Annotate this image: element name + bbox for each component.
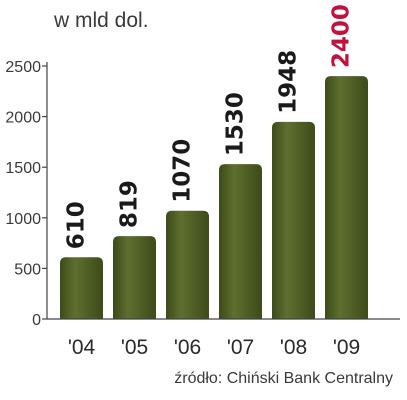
bar-07 (219, 164, 262, 319)
value-label: 1948 (276, 50, 302, 114)
y-tick-label: 2000 (5, 110, 41, 127)
value-label: 2400 (329, 4, 355, 68)
y-axis: 0 500 1000 1500 2000 2500 (5, 59, 48, 329)
bar-06 (166, 210, 209, 319)
value-label: 819 (117, 180, 143, 228)
x-tick-label: '07 (227, 336, 254, 359)
unit-label: w mld dol. (53, 9, 149, 32)
x-tick-label: '06 (174, 336, 201, 359)
value-label: 610 (64, 201, 90, 249)
y-tick-label: 500 (14, 261, 41, 278)
value-label: 1530 (223, 92, 249, 156)
x-tick-label: '04 (68, 336, 96, 359)
y-tick-label: 2500 (5, 59, 41, 76)
y-tick-label: 1500 (5, 160, 41, 177)
value-label: 1070 (170, 139, 196, 203)
x-axis: '04 '05 '06 '07 '08 '09 (47, 318, 400, 359)
y-tick-label: 0 (32, 312, 41, 329)
bars: 610 819 1070 1530 1948 2400 (60, 4, 368, 320)
x-tick-label: '05 (121, 336, 148, 359)
bar-05 (113, 236, 156, 319)
x-tick-label: '09 (333, 336, 360, 359)
bar-08 (272, 121, 315, 319)
x-tick-label: '08 (280, 336, 307, 359)
bar-04 (60, 257, 103, 319)
bar-09 (325, 76, 368, 320)
source-note: źródło: Chiński Bank Centralny (174, 370, 393, 387)
y-tick-label: 1000 (5, 211, 41, 228)
